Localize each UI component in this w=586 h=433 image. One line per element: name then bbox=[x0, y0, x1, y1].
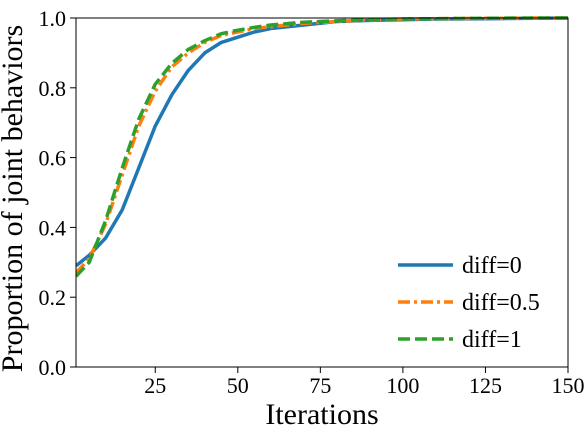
y-tick-label: 0.2 bbox=[39, 285, 67, 310]
y-axis-label: Proportion of joint behaviors bbox=[0, 25, 29, 372]
y-tick-label: 0.4 bbox=[39, 215, 67, 240]
series-line-3 bbox=[76, 16, 568, 278]
legend: diff=0 diff=0.5 diff=1 bbox=[398, 253, 540, 353]
x-axis: 25 50 75 100 125 150 bbox=[144, 367, 585, 398]
y-tick-label: 1.0 bbox=[39, 6, 67, 31]
x-tick-label: 25 bbox=[144, 373, 166, 398]
y-tick-label: 0.0 bbox=[39, 355, 67, 380]
x-tick-label: 150 bbox=[552, 373, 585, 398]
x-axis-label: Iterations bbox=[265, 398, 378, 428]
legend-label: diff=0 bbox=[462, 253, 522, 279]
x-tick-label: 75 bbox=[309, 373, 331, 398]
plot-area-frame bbox=[75, 17, 569, 368]
series-lines bbox=[76, 16, 568, 278]
series-line-1 bbox=[76, 16, 568, 268]
legend-label: diff=1 bbox=[462, 327, 522, 353]
y-axis: 0.0 0.2 0.4 0.6 0.8 1.0 bbox=[39, 6, 76, 380]
series-line-2 bbox=[76, 16, 568, 275]
x-tick-label: 100 bbox=[386, 373, 419, 398]
legend-label: diff=0.5 bbox=[462, 290, 540, 316]
x-tick-label: 50 bbox=[227, 373, 249, 398]
y-tick-label: 0.8 bbox=[39, 76, 67, 101]
y-tick-label: 0.6 bbox=[39, 146, 67, 171]
x-tick-label: 125 bbox=[469, 373, 502, 398]
